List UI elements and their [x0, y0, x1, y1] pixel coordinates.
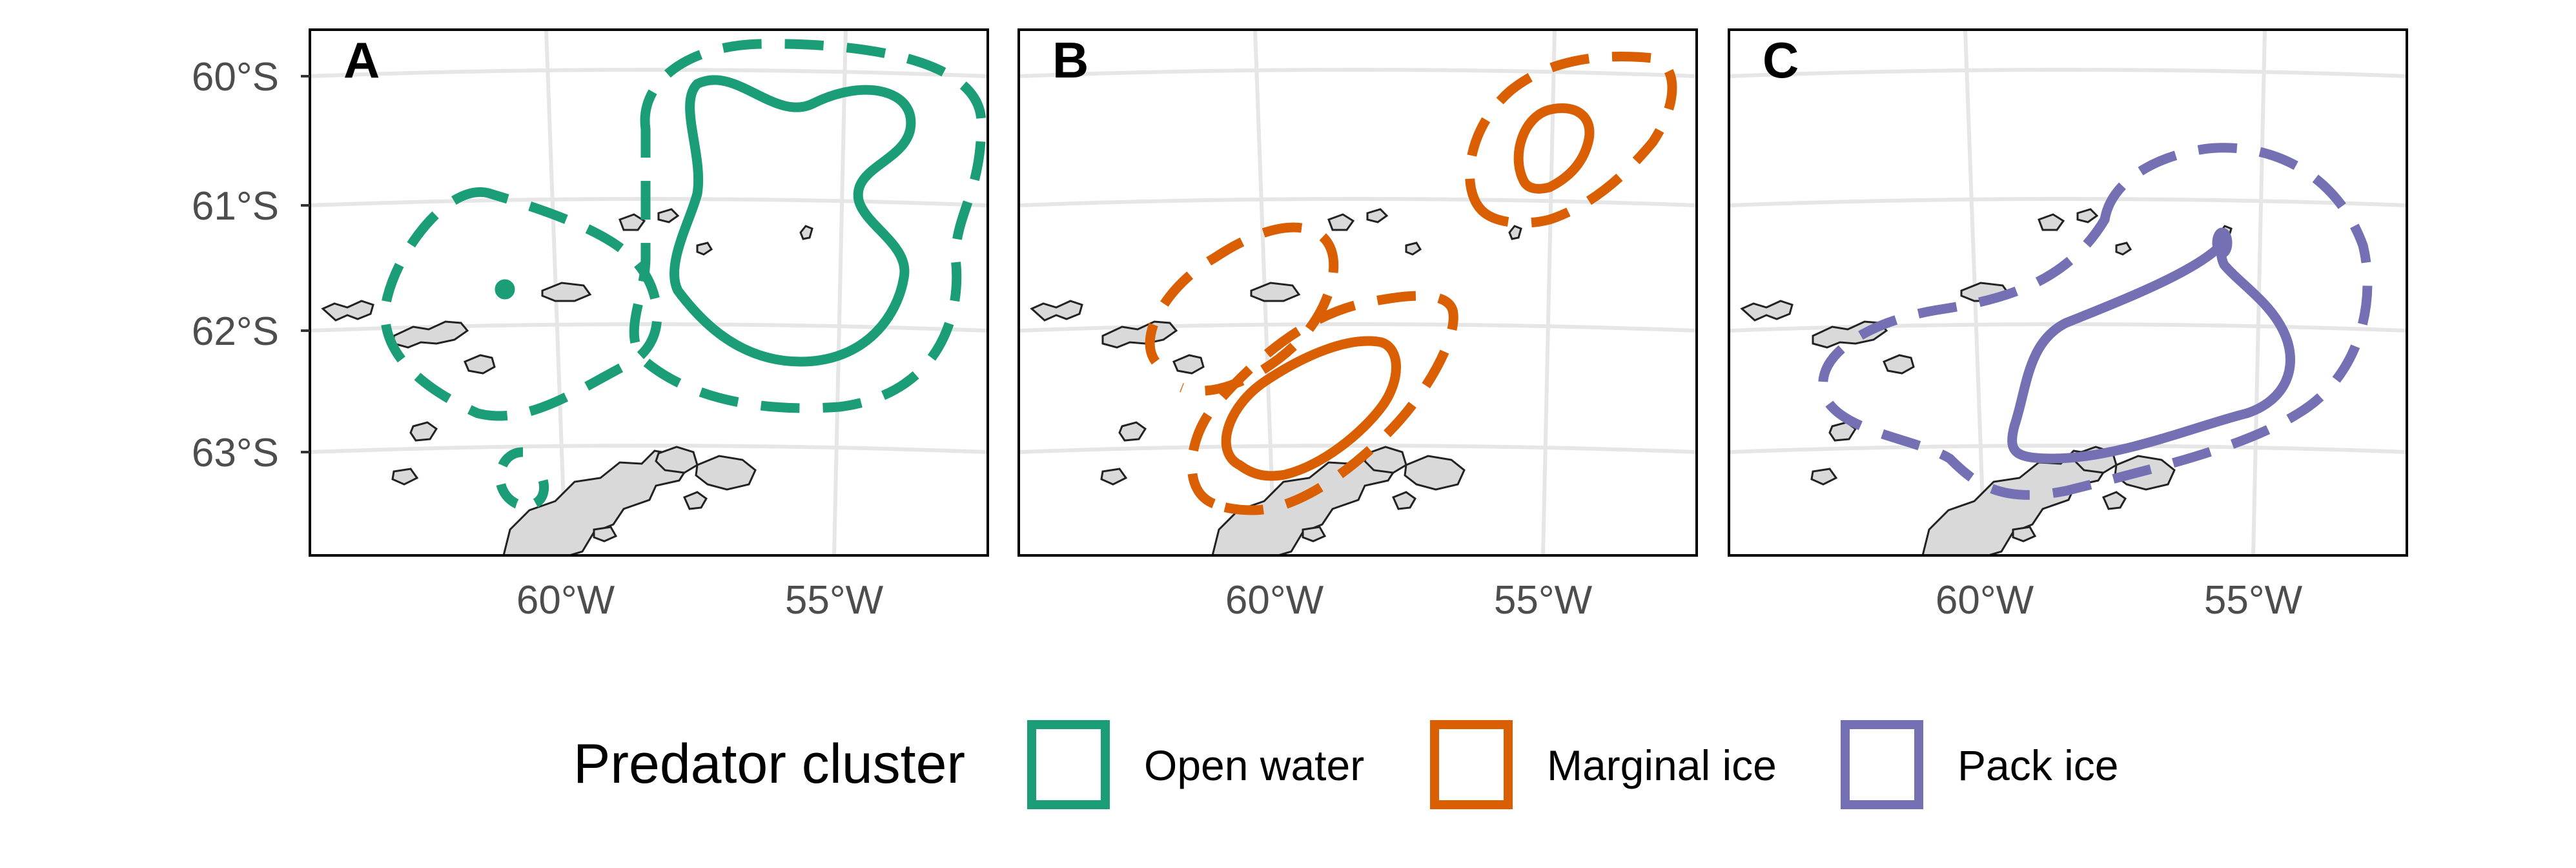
legend-label: Pack ice [1958, 741, 2118, 789]
contour-dashed-outer [629, 39, 986, 413]
legend-key-open-water [1027, 720, 1110, 809]
panel-c: C [1728, 28, 2408, 557]
contours-pack-ice [1818, 143, 2373, 500]
panel-tag: B [1052, 32, 1089, 88]
x-tick-label: 55°W [1494, 578, 1593, 623]
y-tick-label: 61°S [192, 184, 279, 229]
panel-tag: C [1763, 32, 1799, 88]
panel-b-frame [1017, 28, 1698, 557]
contours-open-water [380, 39, 986, 511]
legend-label: Open water [1144, 741, 1364, 789]
legend: Predator cluster Open water Marginal ice… [573, 720, 2118, 809]
legend-label: Marginal ice [1547, 741, 1777, 789]
contour-solid-core [670, 75, 916, 367]
contour-dashed-west [380, 187, 662, 421]
y-axis: 60°S 61°S 62°S 63°S [192, 55, 310, 475]
contour-dashed-outer [1818, 143, 2373, 500]
contour-dashed-outer [1187, 291, 1458, 515]
panel-a: A [309, 28, 989, 557]
contour-dashed-ne [1465, 51, 1677, 228]
x-tick-label: 60°W [1225, 578, 1324, 623]
x-tick-label: 55°W [2204, 578, 2303, 623]
contour-solid-ne [1513, 103, 1595, 194]
x-tick-label: 60°W [516, 578, 615, 623]
legend-key-marginal-ice [1430, 720, 1513, 809]
contour-dot [2212, 227, 2233, 258]
y-tick-label: 62°S [192, 309, 279, 354]
contour-solid-core [2007, 233, 2295, 464]
legend-key-pack-ice [1841, 720, 1923, 809]
panel-a-frame [309, 28, 989, 557]
x-tick-label: 55°W [785, 578, 884, 623]
panel-c-plot: C [1729, 30, 2407, 555]
contour-dot [495, 279, 515, 300]
legend-title: Predator cluster [573, 733, 965, 795]
panel-c-frame [1728, 28, 2408, 557]
panel-a-plot: A [310, 30, 988, 555]
contour-dashed-south [495, 447, 549, 511]
panel-tag: A [343, 32, 380, 88]
contour-solid-core [1221, 336, 1401, 481]
y-tick-label: 60°S [192, 55, 279, 99]
contour-dashed-mid [1145, 222, 1339, 396]
contours-marginal-ice [1145, 51, 1677, 515]
panel-b: B [1017, 28, 1698, 557]
x-axis: 60°W 55°W 60°W 55°W 60°W 55°W [516, 578, 2303, 623]
y-tick-label: 63°S [192, 431, 279, 475]
x-tick-label: 60°W [1936, 578, 2034, 623]
panel-b-plot: B [1019, 30, 1697, 555]
